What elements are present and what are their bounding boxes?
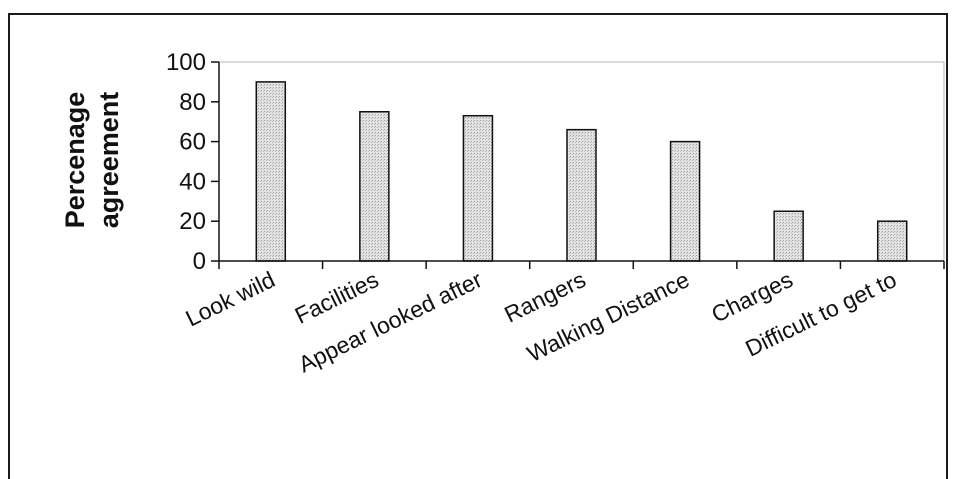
- bar: [669, 140, 701, 262]
- bar: [566, 128, 597, 262]
- y-axis-title-line-2: agreement: [94, 92, 124, 229]
- bar: [773, 210, 804, 262]
- bar: [462, 114, 494, 262]
- y-axis-ticks: 0 20 40 60 80 100: [166, 49, 219, 275]
- y-tick-label: 80: [179, 89, 206, 116]
- y-axis-title-line-1: Percenage: [60, 92, 90, 229]
- y-tick-label: 0: [193, 248, 206, 275]
- y-axis-title: Percenage agreement: [60, 92, 124, 229]
- y-tick-label: 20: [179, 208, 206, 235]
- x-axis-ticks: [218, 261, 945, 269]
- y-tick-label: 100: [166, 49, 206, 76]
- bar: [255, 81, 287, 262]
- bars: [255, 81, 908, 262]
- y-tick-label: 60: [179, 129, 206, 156]
- bar: [359, 111, 390, 262]
- y-tick-label: 40: [179, 168, 206, 195]
- x-category-label: Look wild: [181, 266, 279, 331]
- x-category-label: Appear looked after: [294, 266, 486, 378]
- bar: [876, 220, 908, 262]
